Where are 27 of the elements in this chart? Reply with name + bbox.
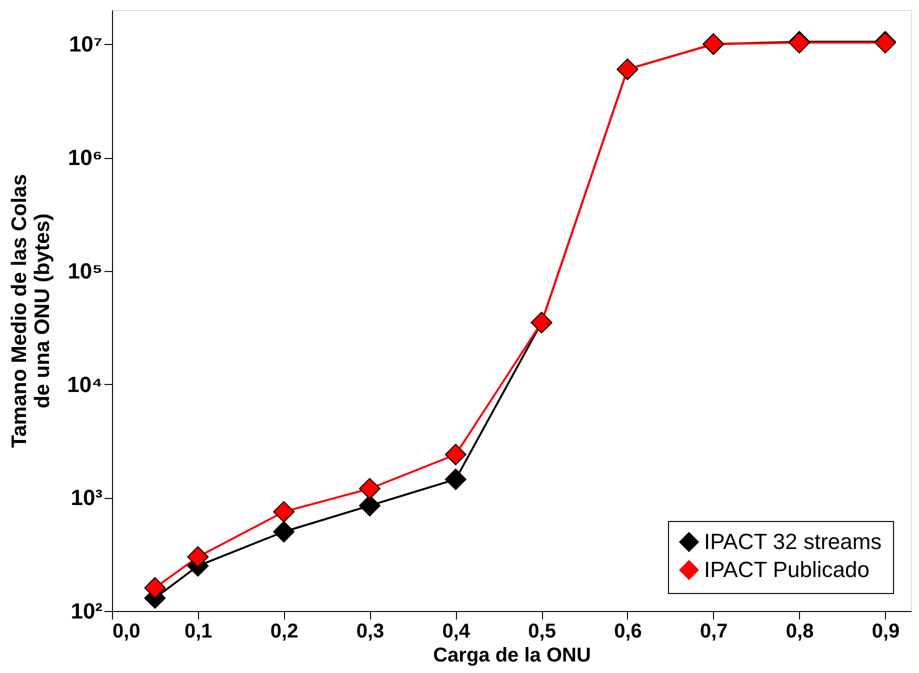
x-tick-label: 0,7 [700,620,728,642]
y-tick-label: 10³ [70,485,102,510]
x-tick-label: 0,6 [614,620,642,642]
x-tick-label: 0,3 [356,620,384,642]
x-tick-label: 0,8 [786,620,814,642]
y-tick-label: 10⁴ [67,372,102,397]
y-axis-title: Tamano Medio de las Colas de una ONU (bytes) [8,174,54,448]
x-tick-label: 0,2 [270,620,298,642]
x-tick-label: 0,1 [184,620,212,642]
point [144,577,166,599]
y-tick-label: 10⁷ [68,32,102,57]
point [444,468,466,490]
point [273,521,295,542]
x-tick-label: 0,5 [528,620,556,642]
x-axis-title: Carga de la ONU [433,644,591,666]
point [187,546,209,568]
point [273,501,295,523]
point [358,478,380,500]
x-tick-label: 0,0 [112,620,140,642]
y-tick-label: 10² [70,598,102,624]
legend-label: IPACT Publicado [704,557,870,582]
x-tick-label: 0,4 [442,620,471,642]
y-tick-label: 10⁵ [68,258,102,284]
point [444,444,466,466]
y-tick-label: 10⁶ [68,145,102,170]
legend-label: IPACT 32 streams [704,529,882,554]
x-tick-label: 0,9 [872,620,900,642]
